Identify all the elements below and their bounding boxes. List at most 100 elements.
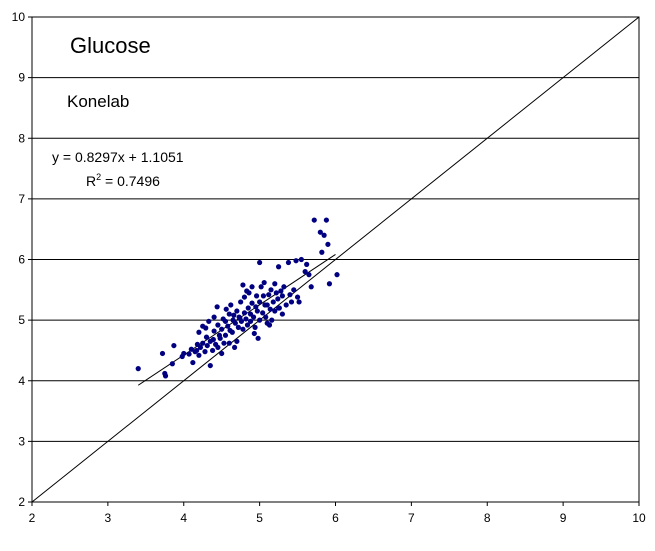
data-point	[221, 340, 227, 346]
data-point	[219, 326, 225, 332]
data-point	[215, 322, 221, 328]
data-point	[263, 314, 269, 320]
y-tick-label: 7	[18, 192, 25, 206]
data-point	[285, 259, 292, 266]
data-point	[225, 323, 231, 329]
data-point	[325, 241, 331, 247]
data-point	[228, 302, 234, 308]
data-point	[258, 284, 264, 290]
data-point	[267, 306, 273, 312]
data-point	[262, 302, 268, 308]
data-point	[241, 310, 248, 316]
data-point	[251, 330, 257, 337]
data-point	[234, 338, 240, 344]
gridlines	[32, 77, 639, 442]
x-tick-label: 7	[408, 511, 415, 525]
y-tick-label: 5	[18, 313, 25, 327]
r-squared-label: R2 = 0.7496	[86, 172, 160, 189]
data-point	[253, 304, 259, 310]
data-point	[244, 322, 251, 328]
data-point	[200, 340, 206, 346]
data-point	[203, 325, 209, 331]
data-point	[249, 284, 255, 290]
data-point	[268, 287, 274, 293]
data-point	[304, 261, 310, 267]
data-point	[211, 314, 217, 320]
data-point	[232, 320, 238, 326]
y-axis-ticks: 2 3 4 5 6 7 8 9 10	[12, 10, 32, 509]
data-point	[194, 347, 200, 354]
data-point	[250, 314, 257, 320]
data-point	[223, 306, 229, 312]
data-point	[317, 229, 323, 235]
x-tick-label: 9	[560, 511, 567, 525]
x-tick-label: 5	[256, 511, 263, 525]
data-point	[244, 288, 250, 294]
data-point	[319, 249, 325, 255]
data-point	[334, 272, 340, 278]
y-tick-label: 3	[18, 434, 25, 448]
data-point	[231, 344, 238, 351]
data-point	[293, 258, 299, 264]
data-point	[241, 294, 248, 300]
data-point	[206, 318, 212, 324]
data-point	[260, 293, 267, 299]
data-point	[240, 282, 246, 288]
data-point	[197, 344, 204, 351]
y-tick-label: 8	[18, 131, 25, 145]
data-point	[254, 308, 260, 314]
x-tick-label: 3	[105, 511, 112, 525]
data-point	[278, 288, 284, 294]
x-tick-label: 4	[180, 511, 187, 525]
y-tick-label: 9	[18, 71, 25, 85]
data-point	[287, 292, 293, 298]
data-point	[181, 350, 187, 357]
data-point	[252, 324, 258, 330]
chart-title: Glucose	[70, 33, 151, 58]
data-point	[311, 217, 317, 223]
x-tick-label: 2	[29, 511, 36, 525]
data-point	[235, 324, 241, 330]
data-point	[279, 293, 285, 299]
data-point	[261, 279, 267, 286]
y-tick-label: 4	[18, 374, 25, 388]
data-point	[275, 296, 281, 302]
data-point	[279, 311, 285, 317]
data-point	[272, 281, 278, 287]
data-point	[245, 305, 251, 311]
data-point	[169, 361, 175, 367]
data-point	[210, 336, 216, 343]
data-point	[234, 308, 240, 314]
x-axis-ticks: 2 3 4 5 6 7 8 9 10	[29, 502, 646, 525]
data-point	[171, 342, 177, 349]
r-squared-symbol: R	[86, 173, 96, 189]
data-point	[222, 332, 229, 338]
data-point	[296, 299, 302, 305]
y-tick-label: 2	[18, 495, 25, 509]
data-point	[294, 294, 301, 300]
data-point	[249, 300, 255, 306]
data-point	[243, 316, 249, 322]
data-point	[227, 327, 233, 334]
data-point	[281, 284, 287, 290]
data-point	[209, 347, 216, 354]
data-point	[272, 308, 278, 314]
data-point	[275, 305, 282, 311]
data-point	[323, 217, 329, 223]
data-point	[255, 335, 261, 341]
data-point	[238, 299, 244, 305]
x-tick-label: 8	[484, 511, 491, 525]
data-point	[298, 256, 304, 263]
data-point	[253, 293, 260, 299]
data-point	[257, 299, 263, 305]
regression-equation: y = 0.8297x + 1.1051	[52, 149, 184, 165]
data-point	[135, 366, 141, 372]
data-point	[202, 349, 208, 355]
data-point	[231, 312, 237, 318]
data-point	[222, 318, 229, 324]
data-point	[283, 302, 289, 308]
y-tick-label: 10	[12, 10, 26, 24]
data-point	[273, 290, 279, 296]
x-tick-label: 6	[332, 511, 339, 525]
data-point	[266, 292, 272, 298]
